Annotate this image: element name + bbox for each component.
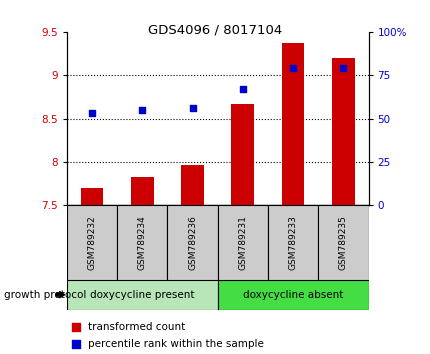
Text: GSM789235: GSM789235 bbox=[338, 215, 347, 270]
Text: GSM789231: GSM789231 bbox=[238, 215, 247, 270]
Bar bbox=[331, 58, 354, 205]
Bar bbox=[167, 205, 217, 280]
Text: GSM789236: GSM789236 bbox=[187, 215, 197, 270]
Point bbox=[138, 107, 145, 113]
Point bbox=[289, 65, 296, 71]
Bar bbox=[231, 104, 254, 205]
Text: percentile rank within the sample: percentile rank within the sample bbox=[88, 339, 263, 349]
Text: growth protocol: growth protocol bbox=[4, 290, 86, 300]
Text: GSM789233: GSM789233 bbox=[288, 215, 297, 270]
Bar bbox=[217, 205, 267, 280]
Text: GSM789234: GSM789234 bbox=[138, 215, 146, 270]
Point bbox=[339, 65, 346, 71]
Point bbox=[239, 86, 246, 92]
Bar bbox=[67, 205, 117, 280]
Text: doxycycline absent: doxycycline absent bbox=[243, 290, 342, 300]
Point bbox=[72, 324, 79, 330]
Text: GSM789232: GSM789232 bbox=[87, 215, 96, 270]
Bar bbox=[80, 188, 103, 205]
Text: transformed count: transformed count bbox=[88, 322, 185, 332]
Bar bbox=[67, 280, 217, 310]
Point bbox=[189, 105, 196, 111]
Bar bbox=[267, 205, 317, 280]
Text: GDS4096 / 8017104: GDS4096 / 8017104 bbox=[148, 23, 282, 36]
Bar bbox=[217, 280, 368, 310]
Bar bbox=[131, 177, 153, 205]
Bar bbox=[281, 43, 304, 205]
Point bbox=[72, 342, 79, 347]
Point bbox=[88, 110, 95, 116]
Text: doxycycline present: doxycycline present bbox=[90, 290, 194, 300]
Bar bbox=[317, 205, 368, 280]
Bar bbox=[117, 205, 167, 280]
Bar bbox=[181, 165, 203, 205]
